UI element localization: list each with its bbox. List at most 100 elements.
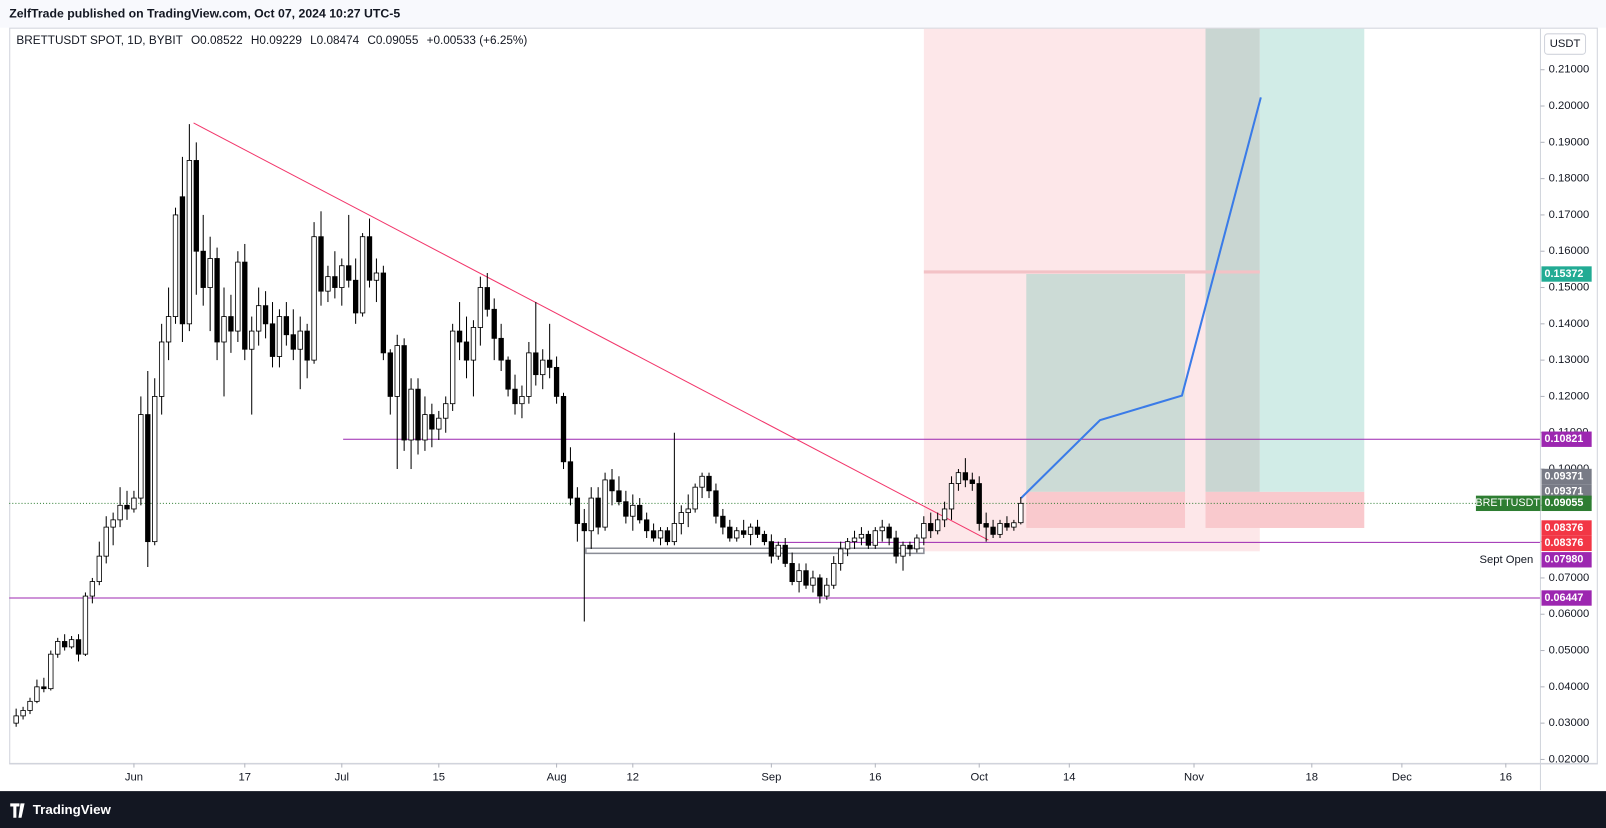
candle-body — [235, 261, 241, 332]
price-label-box — [1541, 431, 1592, 447]
candle-body — [921, 523, 927, 539]
candle-body — [158, 341, 165, 397]
y-tick-label: 0.07000 — [1549, 572, 1590, 584]
candle-body — [262, 305, 269, 325]
candle-body — [754, 526, 761, 535]
legend-open: O0.08522 — [191, 34, 243, 47]
candle-body — [332, 276, 338, 288]
candle-body — [588, 497, 594, 532]
candle-body — [463, 341, 470, 361]
candle-body — [533, 352, 539, 376]
candle-body — [325, 276, 331, 292]
candle-body — [540, 359, 546, 376]
y-tick-label: 0.02000 — [1549, 753, 1590, 765]
logo-icon — [10, 803, 25, 818]
level-name: BRETTUSDT — [1475, 497, 1540, 509]
candle-body — [145, 414, 151, 543]
candle-body — [346, 265, 352, 281]
candle-body — [907, 544, 913, 550]
x-tick-label: 14 — [1063, 772, 1076, 784]
footer-bar — [0, 791, 1606, 828]
legend-high: H0.09229 — [251, 34, 302, 47]
y-tick-label: 0.06000 — [1549, 608, 1590, 620]
candle-body — [872, 530, 878, 546]
x-tick-label: Jul — [335, 772, 349, 784]
x-tick-label: Aug — [547, 772, 567, 784]
candle-body — [844, 541, 851, 550]
price-label-box — [1541, 535, 1592, 552]
candle-body — [498, 337, 504, 361]
currency-box[interactable] — [1544, 33, 1587, 55]
candle-body — [436, 417, 442, 430]
candle-body — [477, 287, 484, 328]
candle-body — [643, 519, 650, 532]
candle-body — [505, 359, 511, 390]
candle-body — [789, 563, 795, 582]
price-label: 0.09371 — [1545, 470, 1584, 482]
price-label-box — [1541, 266, 1592, 282]
candle-body — [318, 236, 324, 292]
candle-body — [214, 258, 220, 343]
x-tick-label: Jun — [125, 772, 143, 784]
candle-body — [546, 359, 553, 368]
candle-body — [637, 504, 643, 521]
candle-body — [831, 563, 837, 586]
candle-body — [519, 396, 525, 405]
candle-body — [269, 323, 276, 357]
candle-body — [824, 584, 830, 597]
candle-body — [609, 479, 615, 492]
candle-body — [415, 388, 421, 441]
candle-body — [685, 508, 691, 514]
candle-body — [138, 414, 144, 499]
candle-body — [186, 160, 193, 325]
candle-body — [449, 330, 456, 405]
candle-body — [242, 261, 248, 350]
y-tick-label: 0.05000 — [1549, 645, 1590, 657]
price-label-box — [1541, 590, 1592, 606]
candle-body — [976, 483, 982, 524]
x-tick-label: 17 — [239, 772, 252, 784]
candle-body — [366, 236, 373, 281]
price-label: 0.09371 — [1545, 486, 1584, 498]
candle-body — [997, 523, 1003, 535]
candle-body — [75, 639, 82, 655]
y-tick-label: 0.18000 — [1549, 173, 1590, 185]
candle-body — [955, 472, 962, 484]
candle-body — [817, 577, 823, 597]
candle-body — [692, 486, 698, 510]
brand: TradingView — [33, 802, 112, 817]
candle-body — [720, 515, 726, 528]
y-tick-label: 0.04000 — [1549, 681, 1590, 693]
candle-body — [560, 396, 567, 463]
candle-body — [339, 265, 345, 288]
candle-body — [304, 330, 310, 361]
candle-body — [734, 530, 740, 539]
price-label: 0.08376 — [1545, 522, 1584, 534]
candle-body — [255, 305, 262, 332]
candle-body — [914, 537, 920, 550]
candle-body — [553, 366, 560, 397]
price-label: 0.15372 — [1545, 268, 1584, 280]
candle-body — [359, 236, 366, 314]
candle-body — [865, 533, 872, 546]
candle-body — [179, 196, 186, 325]
x-tick-label: 15 — [433, 772, 446, 784]
candle-body — [491, 308, 497, 339]
candle-body — [152, 396, 158, 543]
candle-body — [200, 250, 206, 288]
candle-body — [387, 352, 393, 397]
candle-body — [207, 258, 213, 288]
candle-body — [747, 526, 754, 535]
candle-body — [803, 570, 809, 586]
candle-body — [948, 483, 955, 510]
y-tick-label: 0.12000 — [1549, 390, 1590, 402]
currency[interactable]: USDT — [1550, 38, 1581, 50]
candle-body — [290, 334, 296, 350]
candle-body — [567, 461, 574, 499]
candle-body — [1018, 502, 1024, 524]
y-tick-label: 0.20000 — [1549, 100, 1590, 112]
legend-change: +0.00533 (+6.25%) — [427, 34, 528, 47]
legend-symbol: BRETTUSDT SPOT, 1D, BYBIT — [16, 34, 182, 47]
x-tick-label: Oct — [970, 772, 988, 784]
candle-body — [13, 715, 19, 724]
